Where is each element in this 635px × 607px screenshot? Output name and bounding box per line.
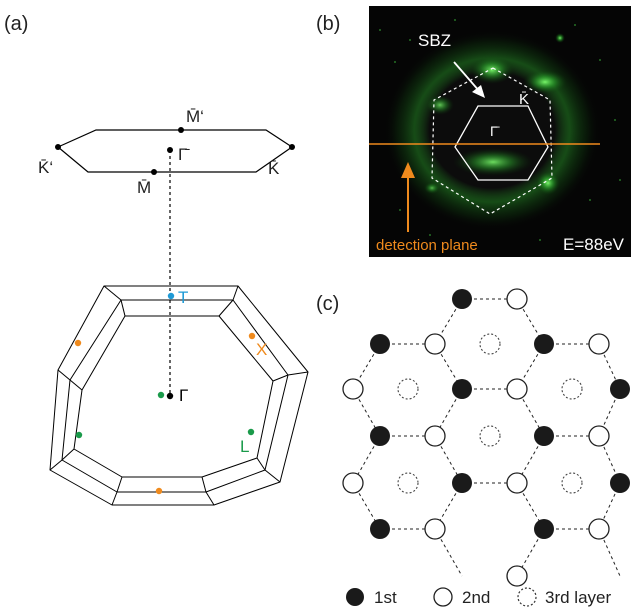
- second-layer-atom: [424, 333, 446, 355]
- point-x-bottom: [155, 487, 163, 495]
- point-k-bar-prime: [55, 144, 61, 150]
- label-k-bar-prime: K̄‘: [38, 158, 53, 177]
- sbz-arrow: [453, 61, 481, 93]
- sbz-dashed-hexagon: [431, 67, 553, 215]
- second-layer-atom: [424, 425, 446, 447]
- second-layer-atom: [342, 378, 364, 400]
- panel-c-label: (c): [316, 293, 339, 315]
- label-l: L: [240, 437, 249, 456]
- point-l-left: [75, 431, 83, 439]
- third-layer-atom: [479, 333, 501, 355]
- legend-first-label: 1st: [374, 588, 397, 607]
- first-layer-atom: [534, 334, 554, 354]
- energy-label: E=88eV: [563, 235, 625, 254]
- point-x-left: [74, 339, 82, 347]
- photo-k-bar-label: K̄: [519, 91, 529, 108]
- third-layer-atom: [479, 425, 501, 447]
- surface-bz-points: [55, 127, 295, 175]
- first-layer-atom: [370, 334, 390, 354]
- legend-first-layer-marker: [346, 588, 364, 606]
- point-gamma-bar: [167, 147, 173, 153]
- bulk-bz: [49, 285, 309, 506]
- label-m-bar-prime: M̄‘: [186, 107, 204, 126]
- first-layer-atom: [452, 473, 472, 493]
- inner-bz-hexagon: [454, 105, 549, 181]
- second-layer-atom: [588, 518, 610, 540]
- label-t: T: [178, 288, 188, 307]
- detection-arrowhead: [401, 162, 415, 178]
- second-layer-atom: [506, 565, 528, 587]
- point-k-bar: [289, 144, 295, 150]
- panel-a-label: (a): [4, 13, 28, 35]
- second-layer-atom: [588, 333, 610, 355]
- label-m-bar: M̄: [137, 178, 151, 197]
- sbz-arrowhead: [472, 85, 485, 98]
- first-layer-atom: [370, 426, 390, 446]
- label-gamma-bar: Γ̄: [178, 145, 190, 164]
- bulk-bz-inner: [61, 299, 289, 493]
- point-gamma: [166, 392, 174, 400]
- panel-b-label: (b): [316, 13, 340, 35]
- legend-third-label: 3rd layer: [545, 588, 611, 607]
- second-layer-atom: [506, 472, 528, 494]
- second-layer-atom: [506, 288, 528, 310]
- photoemission-image: [369, 6, 631, 257]
- point-m-bar: [151, 169, 157, 175]
- label-x: X: [256, 340, 267, 359]
- first-layer-atom: [610, 473, 630, 493]
- first-layer-atom: [452, 289, 472, 309]
- point-m-bar-prime: [178, 127, 184, 133]
- photo-gamma-bar-label: Γ̄: [490, 123, 500, 139]
- point-gamma-green: [157, 391, 165, 399]
- third-layer-atom: [561, 472, 583, 494]
- point-l: [247, 428, 255, 436]
- detection-plane-label: detection plane: [376, 237, 478, 254]
- third-layer-atom: [397, 378, 419, 400]
- first-layer-atom: [534, 519, 554, 539]
- first-layer-atom: [452, 379, 472, 399]
- second-layer-atom: [342, 472, 364, 494]
- legend: 1st 2nd 3rd layer: [346, 587, 611, 607]
- first-layer-atom: [610, 379, 630, 399]
- bulk-bz-points: [74, 292, 256, 495]
- first-layer-atom: [370, 519, 390, 539]
- surface-bz-hexagon: [56, 129, 294, 173]
- lattice: [342, 288, 630, 587]
- point-x: [248, 332, 256, 340]
- third-layer-atom: [397, 472, 419, 494]
- legend-second-layer-marker: [433, 587, 453, 607]
- label-k-bar: K̄: [268, 159, 280, 178]
- first-layer-atom: [534, 426, 554, 446]
- third-layer-atom: [561, 378, 583, 400]
- second-layer-atom: [506, 378, 528, 400]
- sbz-label: SBZ: [418, 31, 451, 50]
- point-t: [167, 292, 175, 300]
- second-layer-atom: [588, 425, 610, 447]
- legend-third-layer-marker: [517, 587, 537, 607]
- second-layer-atom: [424, 518, 446, 540]
- label-gamma: Γ: [179, 386, 188, 405]
- legend-second-label: 2nd: [462, 588, 490, 607]
